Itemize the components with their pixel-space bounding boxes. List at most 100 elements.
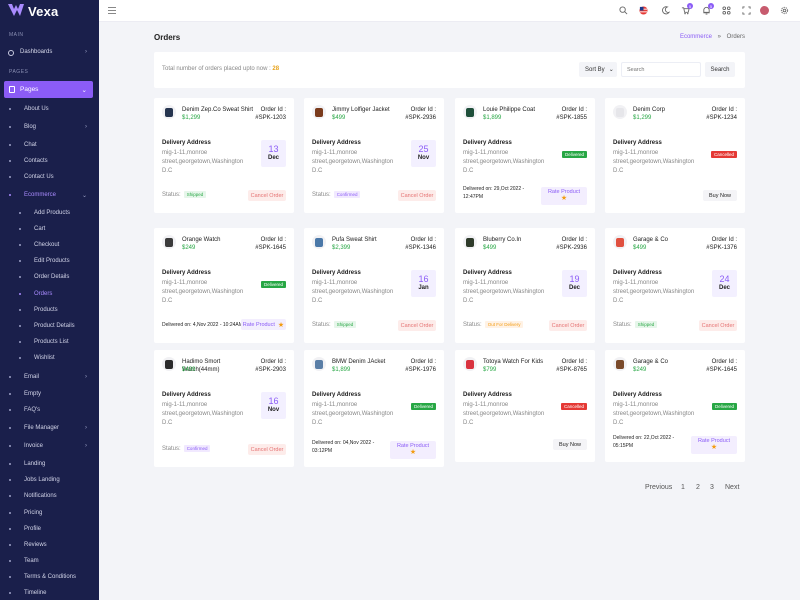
apps-grid-icon[interactable] bbox=[722, 6, 731, 15]
fullscreen-icon[interactable] bbox=[742, 6, 751, 15]
bullet-icon bbox=[19, 228, 21, 230]
bullet-icon bbox=[19, 341, 21, 343]
sidebar-item-landing[interactable]: Landing bbox=[0, 458, 99, 470]
status-badge: Confirmed bbox=[183, 445, 211, 452]
page-title: Orders bbox=[154, 33, 181, 42]
dashboard-icon bbox=[8, 50, 14, 56]
sidebar-item-product-details[interactable]: Product Details bbox=[0, 320, 99, 332]
sidebar-item-dashboards[interactable]: Dashboards › bbox=[0, 47, 99, 59]
rate-product-button[interactable]: Rate Product ★ bbox=[390, 441, 436, 459]
bullet-icon bbox=[9, 144, 11, 146]
cancel-order-button[interactable]: Cancel Order bbox=[549, 320, 587, 331]
product-name[interactable]: Garage & Co bbox=[633, 237, 669, 243]
dark-mode-icon[interactable] bbox=[661, 6, 670, 15]
product-name[interactable]: Pufa Sweat Shirt bbox=[332, 237, 377, 243]
buy-now-button[interactable]: Buy Now bbox=[553, 439, 587, 450]
sidebar-item-orders[interactable]: Orders bbox=[0, 288, 99, 300]
sidebar-item-pages[interactable]: Pages ⌄ bbox=[4, 81, 93, 98]
sidebar-item-blog[interactable]: Blog › bbox=[0, 121, 99, 133]
product-name[interactable]: Orange Watch bbox=[182, 237, 221, 243]
sort-by-dropdown[interactable]: Sort By ⌄ bbox=[579, 62, 617, 77]
delivery-date-box: 24 Dec bbox=[712, 270, 737, 297]
product-thumbnail bbox=[463, 105, 477, 119]
sidebar-item-ecommerce[interactable]: Ecommerce ⌄ bbox=[0, 189, 99, 201]
sidebar-item-products[interactable]: Products bbox=[0, 304, 99, 316]
sidebar-item-add-products[interactable]: Add Products bbox=[0, 207, 99, 219]
delivery-address: mig-1-11,monroe street,georgetown,Washin… bbox=[463, 280, 545, 304]
product-name[interactable]: Denim Corp bbox=[633, 107, 666, 113]
sidebar-item-about-us[interactable]: About Us bbox=[0, 103, 99, 115]
order-card: Hadimo Smort Watch(44mm) $499 Order Id : #S… bbox=[154, 350, 294, 467]
cancel-order-button[interactable]: Cancel Order bbox=[699, 320, 737, 331]
cancel-order-button[interactable]: Cancel Order bbox=[248, 190, 286, 201]
sidebar-item-edit-products[interactable]: Edit Products bbox=[0, 255, 99, 267]
cancel-order-button[interactable]: Cancel Order bbox=[398, 320, 436, 331]
order-card: Denim Zep.Co Sweat Shirt $1,299 Order Id :… bbox=[154, 98, 294, 213]
sidebar-item-pricing[interactable]: Pricing bbox=[0, 507, 99, 519]
pagination-page-1[interactable]: 1 bbox=[681, 483, 685, 491]
product-name[interactable]: Denim Zep.Co Sweat Shirt bbox=[182, 107, 254, 113]
sidebar-item-jobs-landing[interactable]: Jobs Landing bbox=[0, 474, 99, 486]
settings-gear-icon[interactable] bbox=[780, 6, 789, 15]
order-id: Order Id : #SPK-2903 bbox=[255, 359, 286, 373]
delivery-date-box: 16 Nov bbox=[261, 392, 286, 419]
sidebar-item-timeline[interactable]: Timeline bbox=[0, 587, 99, 599]
rate-product-button[interactable]: Rate Product ★ bbox=[241, 319, 286, 330]
delivery-address: mig-1-11,monroe street,georgetown,Washin… bbox=[613, 402, 695, 426]
delivery-address: mig-1-11,monroe street,georgetown,Washin… bbox=[613, 150, 695, 174]
menu-toggle-icon[interactable] bbox=[108, 7, 116, 14]
pagination-next[interactable]: Next bbox=[725, 483, 740, 491]
sidebar-item-terms-conditions[interactable]: Terms & Conditions bbox=[0, 571, 99, 583]
cart-button[interactable]: 5 bbox=[681, 3, 693, 15]
breadcrumb-ecommerce-link[interactable]: Ecommerce bbox=[679, 34, 712, 40]
delivery-address-title: Delivery Address bbox=[463, 140, 512, 146]
sidebar-item-notifications[interactable]: Notifications bbox=[0, 490, 99, 502]
sidebar-item-team[interactable]: Team bbox=[0, 555, 99, 567]
search-icon[interactable] bbox=[619, 6, 628, 15]
sidebar-item-cart[interactable]: Cart bbox=[0, 223, 99, 235]
notifications-button[interactable]: 5 bbox=[702, 3, 714, 15]
search-input[interactable] bbox=[621, 62, 701, 77]
sidebar-item-profile[interactable]: Profile bbox=[0, 523, 99, 535]
sidebar-item-empty[interactable]: Empty bbox=[0, 388, 99, 400]
delivery-address: mig-1-11,monroe street,georgetown,Washin… bbox=[463, 150, 545, 174]
bullet-icon bbox=[19, 357, 21, 359]
sidebar-item-reviews[interactable]: Reviews bbox=[0, 539, 99, 551]
product-name[interactable]: Hadimo Smort Watch(44mm) bbox=[182, 359, 221, 373]
product-name[interactable]: BMW Denim JAcket bbox=[332, 359, 386, 365]
search-button[interactable]: Search bbox=[705, 62, 735, 77]
sidebar-item-order-details[interactable]: Order Details bbox=[0, 271, 99, 283]
sidebar-item-file-manager[interactable]: File Manager › bbox=[0, 422, 99, 434]
status-badge: Confirmed bbox=[333, 191, 361, 198]
sidebar-item-faq-s[interactable]: FAQ's bbox=[0, 404, 99, 416]
sidebar-item-email[interactable]: Email › bbox=[0, 371, 99, 383]
chevron-right-icon: › bbox=[85, 425, 87, 431]
avatar[interactable] bbox=[760, 6, 769, 15]
product-name[interactable]: Bluberry Co.In bbox=[483, 237, 522, 243]
pagination-page-3[interactable]: 3 bbox=[710, 483, 714, 491]
product-name[interactable]: Louie Philippe Coat bbox=[483, 107, 536, 113]
cancel-order-button[interactable]: Cancel Order bbox=[248, 444, 286, 455]
delivery-address-title: Delivery Address bbox=[162, 140, 211, 146]
pagination-page-2[interactable]: 2 bbox=[696, 483, 700, 491]
sidebar-item-products-list[interactable]: Products List bbox=[0, 336, 99, 348]
product-name[interactable]: Totoya Watch For Kids bbox=[483, 359, 544, 365]
sidebar-item-invoice[interactable]: Invoice › bbox=[0, 440, 99, 452]
product-thumbnail bbox=[162, 235, 176, 249]
product-name[interactable]: Garage & Co bbox=[633, 359, 669, 365]
delivery-address-title: Delivery Address bbox=[162, 392, 211, 398]
product-name[interactable]: Jimmy Lolfiger Jacket bbox=[332, 107, 390, 113]
sidebar-item-wishlist[interactable]: Wishlist bbox=[0, 352, 99, 364]
pagination-previous[interactable]: Previous bbox=[645, 483, 673, 491]
sidebar-item-contacts[interactable]: Contacts bbox=[0, 155, 99, 167]
rate-product-button[interactable]: Rate Product ★ bbox=[541, 187, 587, 205]
cancel-order-button[interactable]: Cancel Order bbox=[398, 190, 436, 201]
us-flag-icon[interactable] bbox=[639, 6, 648, 15]
brand[interactable]: Vexa bbox=[0, 0, 99, 22]
rate-product-button[interactable]: Rate Product ★ bbox=[691, 436, 737, 454]
sidebar-item-contact-us[interactable]: Contact Us bbox=[0, 171, 99, 183]
sidebar-item-chat[interactable]: Chat bbox=[0, 139, 99, 151]
sidebar-item-checkout[interactable]: Checkout bbox=[0, 239, 99, 251]
order-status: Status: Shipped bbox=[613, 321, 658, 328]
buy-now-button[interactable]: Buy Now bbox=[703, 190, 737, 201]
